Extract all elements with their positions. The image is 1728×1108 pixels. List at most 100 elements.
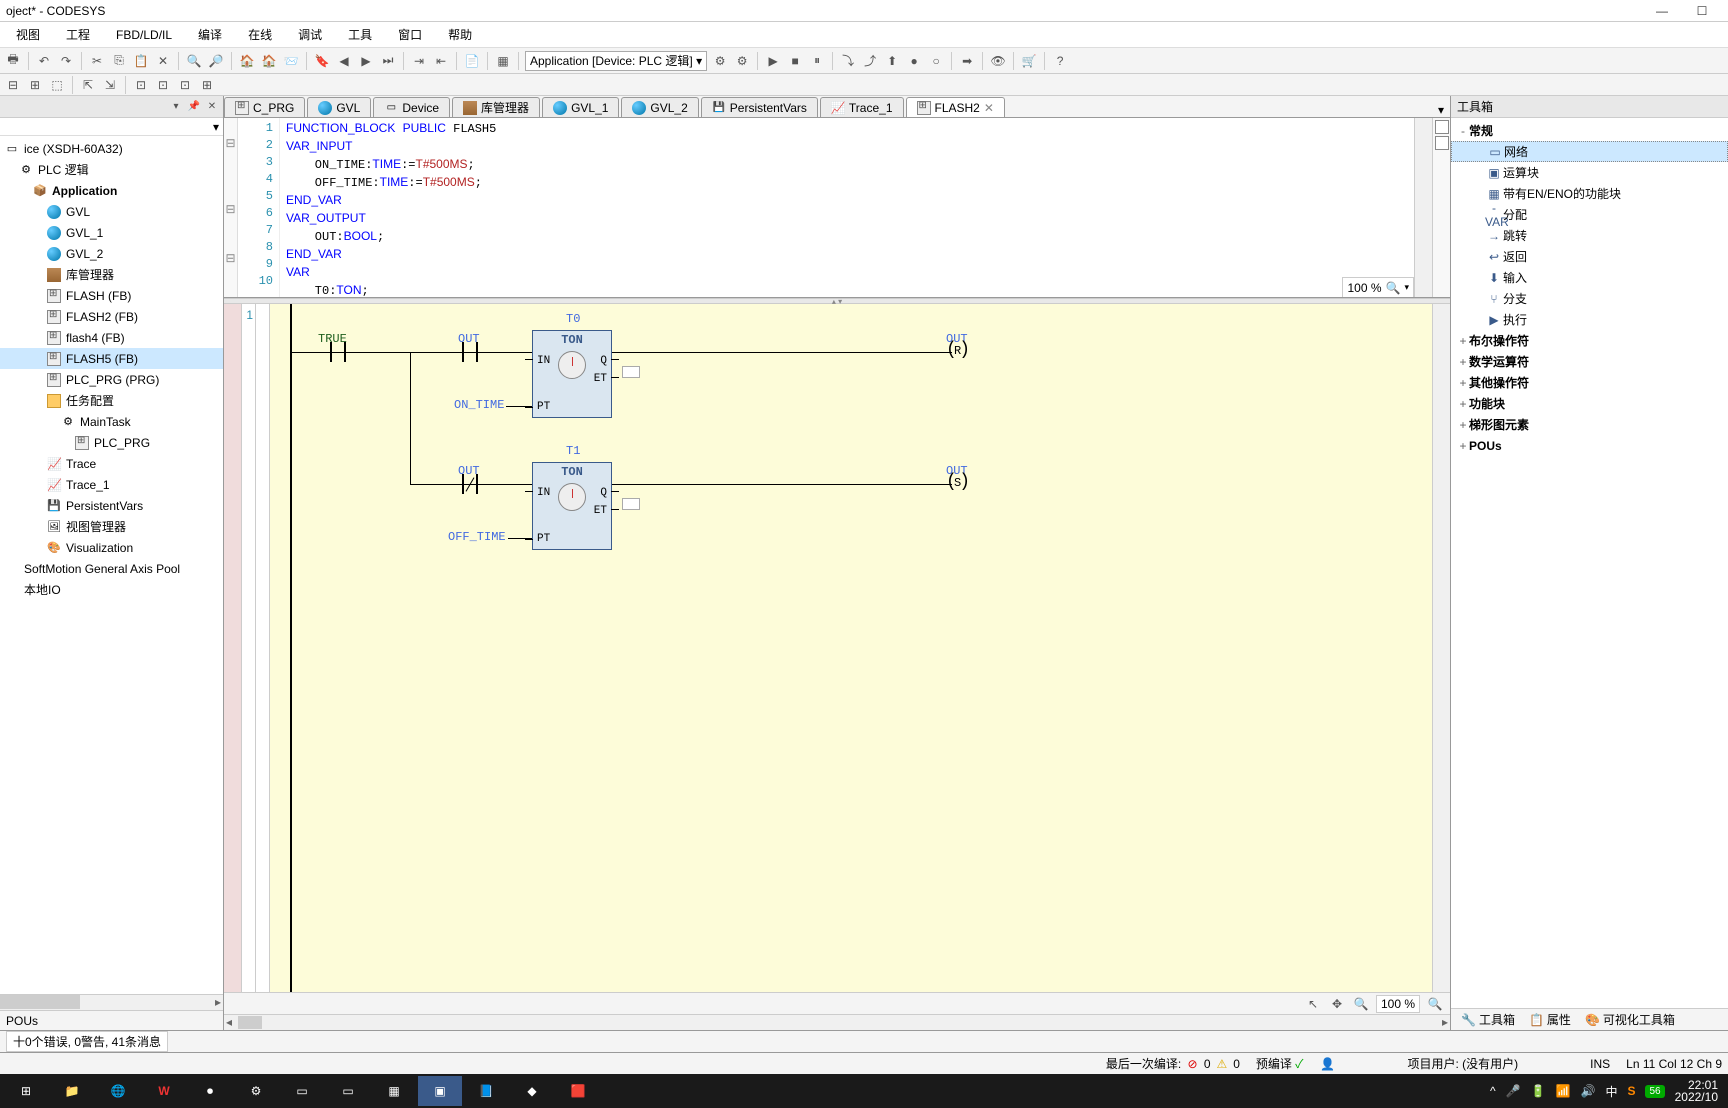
login-status-icon[interactable]: 👤: [1319, 1056, 1335, 1072]
tb-app6[interactable]: 🟥: [556, 1076, 600, 1106]
toolbox-item[interactable]: +其他操作符: [1451, 372, 1728, 393]
tree-hscroll[interactable]: ▸: [0, 994, 223, 1010]
tray-battery-icon[interactable]: 🔋: [1531, 1084, 1546, 1098]
tb-app3[interactable]: ▦: [372, 1076, 416, 1106]
contact-true[interactable]: [326, 340, 350, 364]
tree-item[interactable]: GVL_2: [0, 243, 223, 264]
tree-item[interactable]: FLASH2 (FB): [0, 306, 223, 327]
clear-bookmark-button[interactable]: ⏭: [379, 52, 397, 70]
menu-debug[interactable]: 调试: [286, 23, 334, 46]
tab-viz-toolbox[interactable]: 🎨 可视化工具箱: [1579, 1009, 1681, 1030]
ladder-canvas[interactable]: TRUE OUT T0 TON IN Q: [270, 304, 1432, 992]
tab-properties[interactable]: 📋 属性: [1523, 1009, 1577, 1030]
fold-gutter[interactable]: ⊟ ⊟ ⊟: [224, 118, 238, 297]
tree-item[interactable]: PLC_PRG: [0, 432, 223, 453]
toolbox-item[interactable]: ⬇输入: [1451, 267, 1728, 288]
step-into-button[interactable]: ⤵: [839, 52, 857, 70]
print-button[interactable]: 🖶: [4, 52, 22, 70]
step-button[interactable]: ⏸: [808, 52, 826, 70]
tree-item[interactable]: SoftMotion General Axis Pool: [0, 558, 223, 579]
toolbox-item[interactable]: ↩返回: [1451, 246, 1728, 267]
redo-button[interactable]: ↷: [57, 52, 75, 70]
ladder-breakpoint-gutter[interactable]: [224, 304, 242, 992]
menu-online[interactable]: 在线: [236, 23, 284, 46]
application-combo[interactable]: Application [Device: PLC 逻辑] ▾: [525, 51, 707, 71]
tree-item[interactable]: ⚙MainTask: [0, 411, 223, 432]
ton-block-t1[interactable]: TON IN Q ET PT: [532, 462, 612, 550]
login-button[interactable]: ⚙: [711, 52, 729, 70]
maximize-button[interactable]: ☐: [1682, 4, 1722, 18]
tb2-6[interactable]: ⊡: [132, 76, 150, 94]
tree-item[interactable]: GVL_1: [0, 222, 223, 243]
select-button[interactable]: ▦: [494, 52, 512, 70]
pan-tool[interactable]: ✥: [1328, 995, 1346, 1013]
editor-tab[interactable]: GVL_1: [542, 97, 619, 117]
menu-help[interactable]: 帮助: [436, 23, 484, 46]
reset-coil[interactable]: ( R ): [946, 340, 970, 364]
msg-button[interactable]: 📨: [282, 52, 300, 70]
toolbox-item[interactable]: +梯形图元素: [1451, 414, 1728, 435]
tb-app1[interactable]: ▭: [280, 1076, 324, 1106]
tree-item[interactable]: 📦Application: [0, 180, 223, 201]
menu-window[interactable]: 窗口: [386, 23, 434, 46]
tree-item[interactable]: GVL: [0, 201, 223, 222]
logout-button[interactable]: ⚙: [733, 52, 751, 70]
new-pou-button[interactable]: 📄: [463, 52, 481, 70]
menu-view[interactable]: 视图: [4, 23, 52, 46]
tray-chevron-icon[interactable]: ^: [1490, 1084, 1496, 1098]
contact-out-no[interactable]: [458, 340, 482, 364]
menu-compile[interactable]: 编译: [186, 23, 234, 46]
editor-hscroll[interactable]: ◂ ▸: [224, 1014, 1450, 1030]
tray-volume-icon[interactable]: 🔊: [1581, 1084, 1596, 1098]
bookmark-button[interactable]: 🔖: [313, 52, 331, 70]
code-vscroll[interactable]: [1414, 118, 1432, 297]
ladder-vscroll[interactable]: [1432, 304, 1450, 992]
ladder-editor[interactable]: 1 TRUE OUT T0: [224, 304, 1450, 992]
tree-item[interactable]: 本地IO: [0, 579, 223, 600]
toolbox-item[interactable]: +布尔操作符: [1451, 330, 1728, 351]
tab-toolbox[interactable]: 🔧 工具箱: [1455, 1009, 1521, 1030]
bp2-button[interactable]: ○: [927, 52, 945, 70]
tree-item[interactable]: ⚙PLC 逻辑: [0, 159, 223, 180]
tb2-4[interactable]: ⇱: [79, 76, 97, 94]
toolbox-item[interactable]: -VAR分配: [1451, 204, 1728, 225]
tree-item[interactable]: FLASH5 (FB): [0, 348, 223, 369]
code-minimap[interactable]: [1432, 118, 1450, 297]
tree-pin-button[interactable]: 📌: [187, 100, 201, 114]
tb-app4[interactable]: 📘: [464, 1076, 508, 1106]
tb-record[interactable]: ⏺: [188, 1076, 232, 1106]
tree-dropdown-button[interactable]: ▾: [169, 100, 183, 114]
tb-wps[interactable]: W: [142, 1076, 186, 1106]
prev-bookmark-button[interactable]: ◀: [335, 52, 353, 70]
tree-expand-button[interactable]: ▾: [213, 120, 219, 134]
forward-button[interactable]: ➡: [958, 52, 976, 70]
tb2-9[interactable]: ⊞: [198, 76, 216, 94]
tray-ime[interactable]: 中: [1605, 1083, 1617, 1100]
toolbox-tree[interactable]: -常规▭网络▣运算块▦带有EN/ENO的功能块-VAR分配→跳转↩返回⬇输入⑂分…: [1451, 118, 1728, 1008]
tree-item[interactable]: FLASH (FB): [0, 285, 223, 306]
editor-tab[interactable]: Trace_1: [820, 97, 904, 117]
force-button[interactable]: 🛒: [1020, 52, 1038, 70]
home-button[interactable]: 🏠: [238, 52, 256, 70]
start-menu[interactable]: ⊞: [4, 1076, 48, 1106]
code-editor[interactable]: ⊟ ⊟ ⊟ 12345678910 FUNCTION_BLOCK PUBLIC …: [224, 118, 1450, 298]
bp-button[interactable]: ●: [905, 52, 923, 70]
start-button[interactable]: ▶: [764, 52, 782, 70]
toolbox-item[interactable]: ▣运算块: [1451, 162, 1728, 183]
taskbar-clock[interactable]: 22:01 2022/10: [1675, 1079, 1724, 1103]
tb2-3[interactable]: ⬚: [48, 76, 66, 94]
tray-badge[interactable]: 56: [1645, 1085, 1664, 1098]
minimize-button[interactable]: —: [1642, 4, 1682, 18]
indent-button[interactable]: ⇥: [410, 52, 428, 70]
replace-button[interactable]: 🔎: [207, 52, 225, 70]
help-button[interactable]: ?: [1051, 52, 1069, 70]
tree-item[interactable]: 💾PersistentVars: [0, 495, 223, 516]
toolbox-item[interactable]: +数学运算符: [1451, 351, 1728, 372]
outdent-button[interactable]: ⇤: [432, 52, 450, 70]
toolbox-item[interactable]: ▶执行: [1451, 309, 1728, 330]
toolbox-item[interactable]: →跳转: [1451, 225, 1728, 246]
toolbox-item[interactable]: ▭网络: [1451, 141, 1728, 162]
tree-item[interactable]: 库管理器: [0, 264, 223, 285]
tb2-2[interactable]: ⊞: [26, 76, 44, 94]
tree-item[interactable]: 🖼视图管理器: [0, 516, 223, 537]
